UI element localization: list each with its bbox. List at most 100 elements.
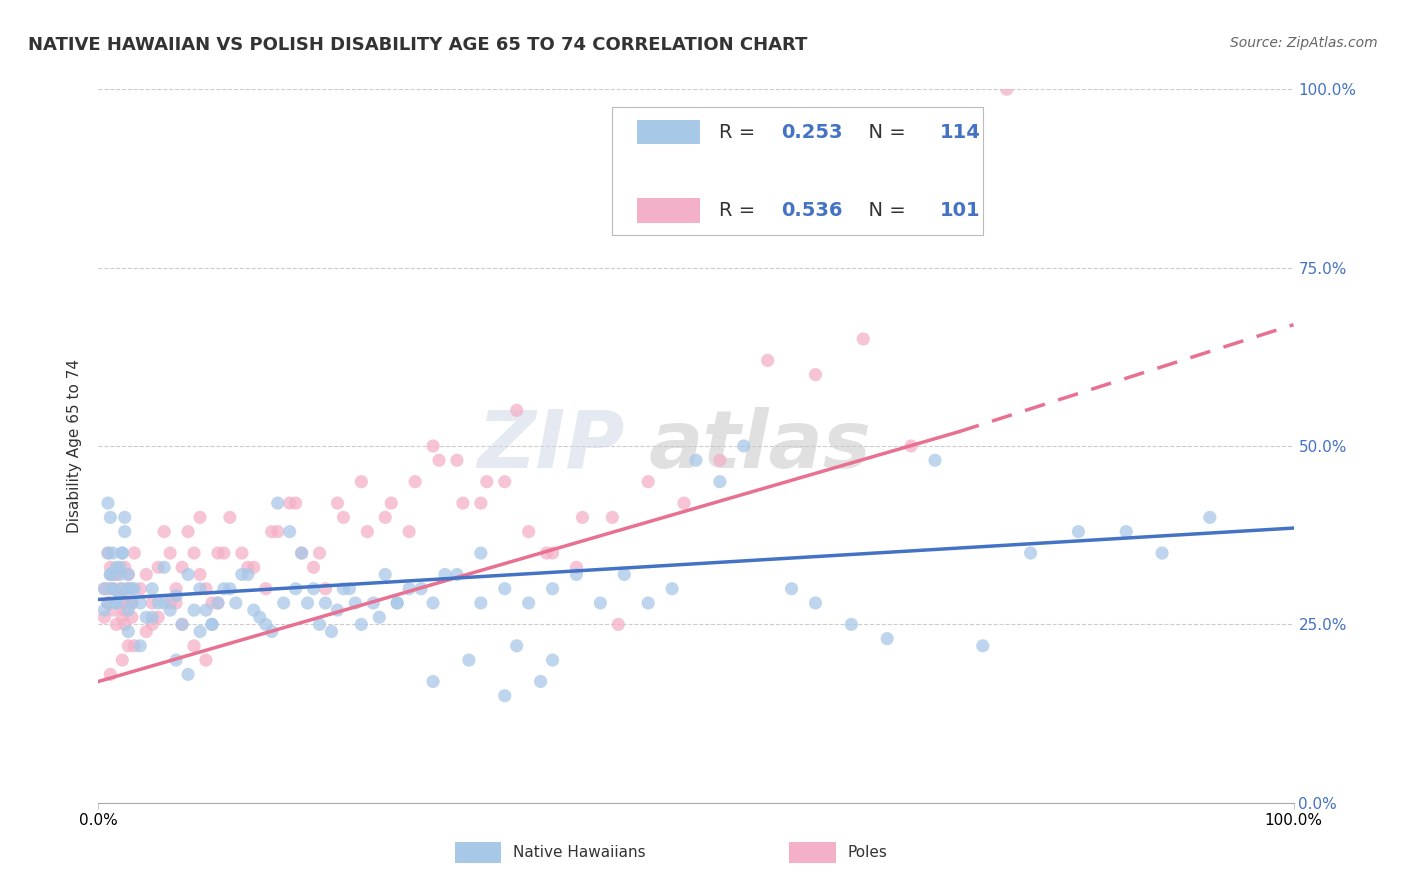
FancyBboxPatch shape: [789, 842, 835, 863]
Point: [284, 582, 307, 596]
Point: [207, 546, 229, 560]
Point: [97, 546, 120, 560]
Point: [121, 596, 143, 610]
Point: [148, 596, 170, 610]
Point: [243, 603, 266, 617]
Text: R =: R =: [718, 122, 761, 142]
Point: [302, 560, 325, 574]
Point: [177, 567, 200, 582]
Text: Poles: Poles: [848, 846, 887, 860]
Point: [422, 674, 444, 689]
Point: [385, 596, 409, 610]
Text: 0.536: 0.536: [780, 201, 842, 220]
Point: [339, 582, 361, 596]
FancyBboxPatch shape: [454, 842, 501, 863]
Point: [804, 368, 827, 382]
Point: [422, 596, 444, 610]
Point: [148, 560, 170, 574]
Point: [924, 453, 946, 467]
Point: [506, 639, 529, 653]
Point: [494, 475, 516, 489]
Point: [141, 582, 163, 596]
Point: [243, 560, 266, 574]
Point: [434, 567, 457, 582]
Point: [97, 546, 120, 560]
Point: [332, 510, 354, 524]
Point: [385, 596, 409, 610]
Point: [98, 596, 122, 610]
Point: [411, 582, 433, 596]
Point: [111, 546, 134, 560]
Point: [291, 546, 314, 560]
Point: [530, 674, 553, 689]
Text: R =: R =: [718, 201, 761, 220]
Point: [368, 610, 391, 624]
Point: [105, 560, 128, 574]
Point: [302, 582, 325, 596]
Point: [101, 582, 124, 596]
Point: [297, 596, 319, 610]
Point: [260, 624, 283, 639]
Point: [291, 546, 314, 560]
Point: [93, 582, 115, 596]
Point: [105, 596, 128, 610]
Point: [517, 596, 540, 610]
Point: [97, 496, 120, 510]
Point: [446, 453, 468, 467]
Point: [159, 603, 181, 617]
FancyBboxPatch shape: [637, 198, 700, 223]
Point: [315, 582, 337, 596]
Text: N =: N =: [856, 201, 912, 220]
Point: [117, 567, 139, 582]
Point: [350, 475, 373, 489]
Point: [1115, 524, 1137, 539]
Point: [756, 353, 779, 368]
Point: [172, 560, 194, 574]
Point: [111, 596, 134, 610]
Point: [183, 546, 205, 560]
Point: [661, 582, 683, 596]
Point: [273, 596, 295, 610]
Text: NATIVE HAWAIIAN VS POLISH DISABILITY AGE 65 TO 74 CORRELATION CHART: NATIVE HAWAIIAN VS POLISH DISABILITY AGE…: [28, 36, 807, 54]
Point: [876, 632, 898, 646]
Point: [111, 653, 134, 667]
Point: [398, 524, 420, 539]
Point: [129, 582, 152, 596]
Text: ZIP: ZIP: [477, 407, 624, 485]
Point: [195, 582, 218, 596]
Point: [153, 596, 176, 610]
Point: [172, 617, 194, 632]
Point: [148, 610, 170, 624]
Point: [165, 582, 187, 596]
Point: [141, 617, 163, 632]
Point: [1199, 510, 1222, 524]
Point: [97, 596, 120, 610]
Text: Native Hawaiians: Native Hawaiians: [513, 846, 645, 860]
Point: [117, 639, 139, 653]
Point: [121, 582, 143, 596]
Point: [374, 510, 396, 524]
Point: [114, 560, 136, 574]
Point: [494, 582, 516, 596]
Point: [93, 610, 115, 624]
Point: [494, 689, 516, 703]
Point: [321, 624, 343, 639]
Point: [114, 603, 136, 617]
Point: [363, 596, 385, 610]
Point: [111, 582, 134, 596]
Point: [709, 453, 731, 467]
Point: [159, 596, 181, 610]
Point: [506, 403, 529, 417]
Point: [101, 582, 124, 596]
Point: [470, 496, 492, 510]
Point: [105, 617, 128, 632]
Point: [153, 560, 176, 574]
Point: [219, 510, 242, 524]
Point: [315, 596, 337, 610]
Point: [571, 510, 593, 524]
Point: [475, 475, 498, 489]
Point: [841, 617, 863, 632]
Point: [195, 653, 218, 667]
Point: [404, 475, 426, 489]
Point: [733, 439, 755, 453]
